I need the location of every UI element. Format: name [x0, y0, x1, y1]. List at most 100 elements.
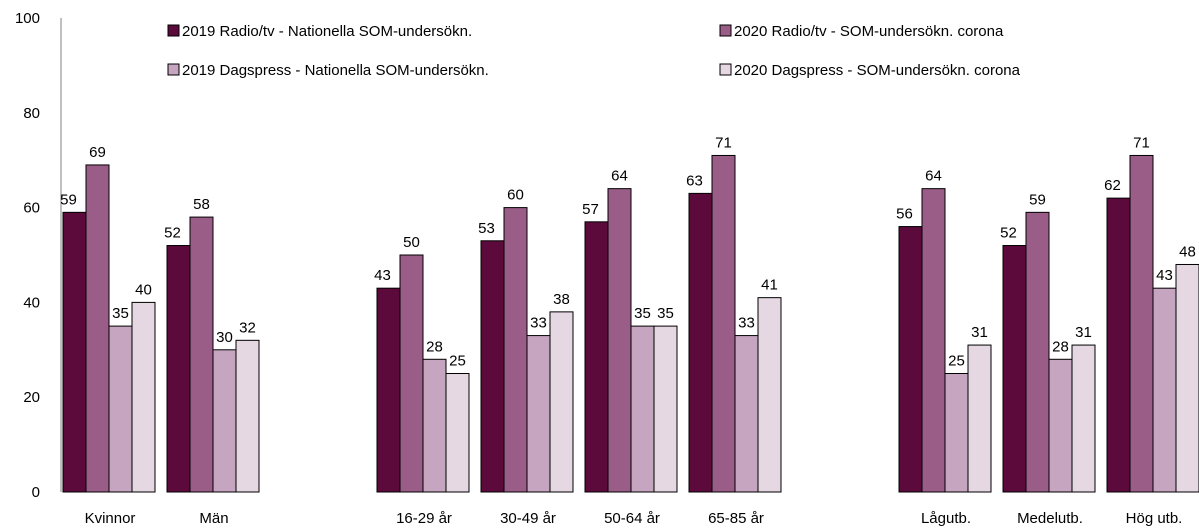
data-label: 50 — [403, 234, 420, 251]
y-tick-label: 100 — [15, 10, 40, 27]
data-label: 53 — [478, 220, 495, 237]
data-label: 52 — [1000, 225, 1017, 242]
category-label: Lågutb. — [921, 510, 971, 527]
y-tick-label: 40 — [23, 294, 40, 311]
bar — [445, 373, 470, 493]
bar — [189, 216, 214, 493]
bar — [630, 325, 655, 493]
data-label: 59 — [60, 191, 77, 208]
data-label: 57 — [582, 201, 599, 218]
bar — [1025, 211, 1050, 493]
data-label: 33 — [738, 315, 755, 332]
data-label: 71 — [715, 134, 732, 151]
data-label: 64 — [611, 168, 628, 185]
category-label: 30-49 år — [500, 510, 556, 527]
bar — [399, 254, 424, 493]
bar — [944, 373, 969, 493]
legend-swatch — [719, 24, 732, 37]
bar — [166, 245, 191, 493]
bar — [967, 344, 992, 493]
bar — [898, 226, 923, 493]
legend-swatch — [167, 63, 180, 76]
category-label: 65-85 år — [708, 510, 764, 527]
data-label: 31 — [971, 324, 988, 341]
bar — [1175, 263, 1199, 493]
data-label: 71 — [1133, 134, 1150, 151]
bar — [921, 188, 946, 493]
data-label: 28 — [426, 338, 443, 355]
bar — [653, 325, 678, 493]
y-axis: 0 20 40 60 80 100 — [15, 10, 62, 501]
bar — [757, 297, 782, 493]
data-label: 28 — [1052, 338, 1069, 355]
data-label: 38 — [553, 291, 570, 308]
data-label: 56 — [896, 206, 913, 223]
category-label: Kvinnor — [85, 510, 136, 527]
data-label: 48 — [1179, 243, 1196, 260]
bar — [503, 207, 528, 493]
data-label: 31 — [1075, 324, 1092, 341]
legend-swatch — [719, 63, 732, 76]
bar — [212, 349, 237, 493]
legend-label: 2019 Dagspress - Nationella SOM-undersök… — [182, 62, 489, 79]
bar — [526, 335, 551, 493]
y-tick-label: 20 — [23, 389, 40, 406]
legend-label: 2020 Dagspress - SOM-undersökn. corona — [734, 62, 1021, 79]
bar — [1106, 197, 1131, 493]
bar — [584, 221, 609, 493]
legend-label: 2020 Radio/tv - SOM-undersökn. corona — [734, 23, 1004, 40]
data-label: 43 — [1156, 267, 1173, 284]
data-label: 25 — [449, 353, 466, 370]
bar — [688, 192, 713, 493]
data-label: 41 — [761, 277, 778, 294]
category-label: Män — [199, 510, 228, 527]
category-label: 50-64 år — [604, 510, 660, 527]
bar — [376, 287, 401, 493]
bar — [235, 339, 260, 493]
data-label: 35 — [634, 305, 651, 322]
legend-swatch — [167, 24, 180, 37]
bar — [607, 188, 632, 493]
bar — [1048, 358, 1073, 493]
data-label: 63 — [686, 172, 703, 189]
data-label: 33 — [530, 315, 547, 332]
bar — [1152, 287, 1177, 493]
y-tick-label: 0 — [32, 484, 40, 501]
bar — [62, 211, 87, 493]
category-label: Medelutb. — [1017, 510, 1083, 527]
data-label: 60 — [507, 187, 524, 204]
data-label: 59 — [1029, 191, 1046, 208]
bars — [62, 154, 1199, 493]
y-tick-label: 80 — [23, 105, 40, 122]
category-labels: Kvinnor Män 16-29 år 30-49 år 50-64 år 65-85 … — [85, 510, 1183, 527]
bar — [480, 240, 505, 493]
data-label: 52 — [164, 225, 181, 242]
data-label: 69 — [89, 144, 106, 161]
legend-label: 2019 Radio/tv - Nationella SOM-undersökn… — [182, 23, 472, 40]
data-labels: 59 69 35 40 52 58 30 32 43 50 28 25 53 60 33 38 57 64 35 35… — [60, 134, 1196, 369]
data-label: 58 — [193, 196, 210, 213]
bar — [734, 335, 759, 493]
bar — [1002, 245, 1027, 493]
bar — [422, 358, 447, 493]
data-label: 62 — [1104, 177, 1121, 194]
data-label: 64 — [925, 168, 942, 185]
data-label: 25 — [948, 353, 965, 370]
data-label: 35 — [112, 305, 129, 322]
bar — [549, 311, 574, 493]
category-label: Hög utb. — [1126, 510, 1183, 527]
bar — [1071, 344, 1096, 493]
data-label: 30 — [216, 329, 233, 346]
bar — [108, 325, 133, 493]
bar — [711, 154, 736, 493]
data-label: 35 — [657, 305, 674, 322]
data-label: 43 — [374, 267, 391, 284]
category-label: 16-29 år — [396, 510, 452, 527]
bar — [85, 164, 110, 493]
bar — [131, 301, 156, 493]
data-label: 32 — [239, 319, 256, 336]
data-label: 40 — [135, 281, 152, 298]
bar — [1129, 154, 1154, 493]
